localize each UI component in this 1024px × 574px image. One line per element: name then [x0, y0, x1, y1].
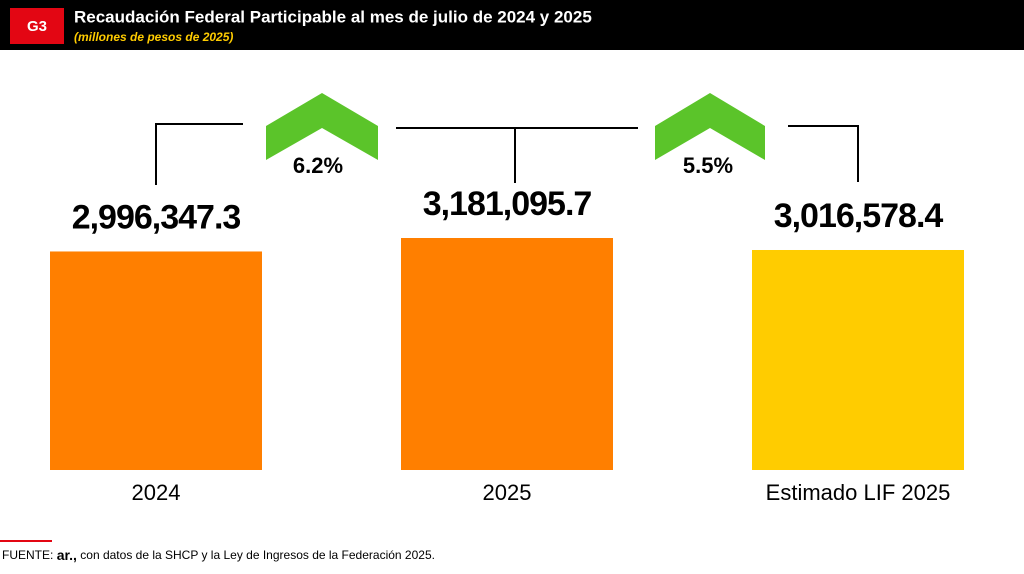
x-tick-label: Estimado LIF 2025	[766, 480, 951, 505]
source-brand: ar.,	[57, 547, 77, 563]
bar	[752, 249, 964, 470]
chart-subtitle: (millones de pesos de 2025)	[74, 30, 233, 44]
connector	[155, 123, 243, 185]
value-label: 2,996,347.3	[72, 198, 241, 236]
value-label: 3,016,578.4	[774, 197, 944, 235]
connector	[788, 125, 859, 182]
badge-box	[10, 8, 64, 44]
chevron	[266, 93, 378, 160]
header-bar	[0, 0, 1024, 50]
source: FUENTE: ar., con datos de la SHCP y la L…	[2, 547, 435, 563]
growth-label: 5.5%	[683, 153, 733, 178]
connectors	[155, 123, 859, 185]
bar	[401, 238, 613, 470]
growth-label: 6.2%	[293, 153, 343, 178]
value-label: 3,181,095.7	[423, 185, 592, 223]
bar	[50, 251, 262, 470]
chevron	[655, 93, 765, 160]
x-tick-label: 2024	[132, 480, 181, 505]
source-text: con datos de la SHCP y la Ley de Ingreso…	[80, 548, 435, 562]
badge: G3	[27, 18, 47, 35]
chart-title: Recaudación Federal Participable al mes …	[74, 7, 592, 26]
x-tick-label: 2025	[483, 480, 532, 505]
source-prefix: FUENTE:	[2, 548, 53, 562]
